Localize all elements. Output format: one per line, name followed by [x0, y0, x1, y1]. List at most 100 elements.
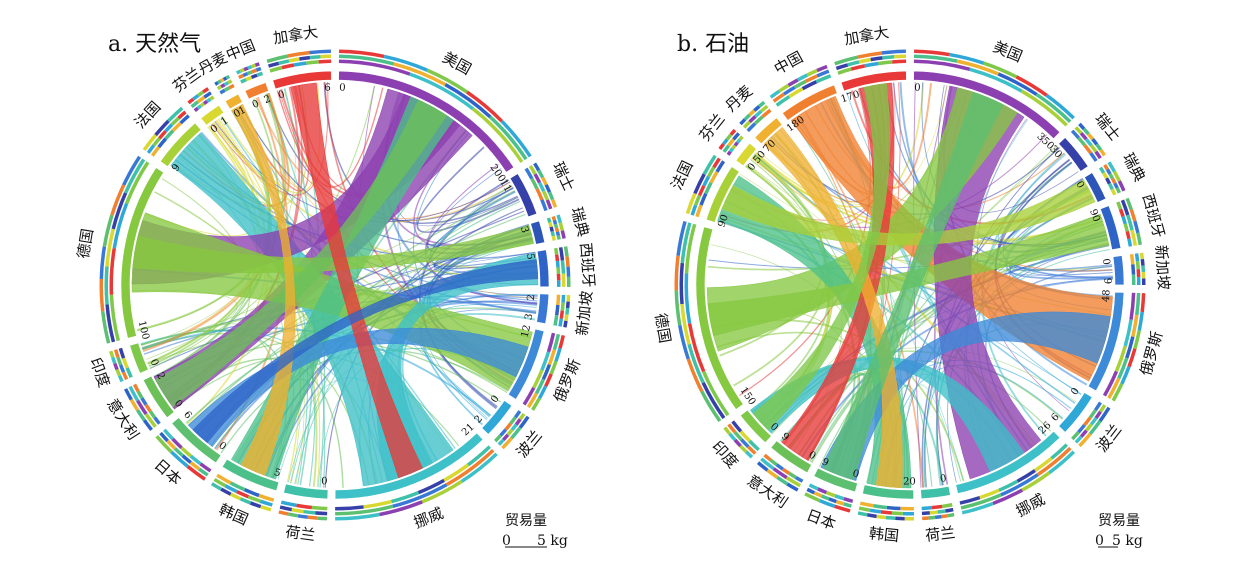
composition-band [748, 439, 760, 452]
composition-band [99, 278, 105, 312]
composition-band [1048, 450, 1076, 475]
composition-band [1114, 345, 1127, 373]
composition-band [1120, 199, 1130, 216]
composition-band [225, 74, 231, 80]
composition-band [816, 64, 828, 73]
country-label: 荷兰 [284, 523, 316, 545]
composition-band [726, 150, 732, 156]
major-trade-ribbon [790, 95, 1113, 382]
tick-label: 0 [939, 473, 947, 485]
composition-band [680, 303, 691, 345]
tick-label: 0 [1073, 179, 1086, 190]
composition-band [556, 273, 561, 281]
composition-band [566, 276, 571, 287]
composition-band [850, 64, 866, 71]
tick-label: 9 [170, 162, 183, 174]
composition-band [494, 434, 502, 443]
composition-band [902, 511, 914, 516]
segment-arc [142, 375, 175, 419]
composition-band [1082, 127, 1090, 136]
composition-band [563, 246, 569, 257]
country-label: 德国 [74, 227, 97, 260]
composition-band [554, 254, 560, 262]
natural-gas-rings [99, 49, 571, 521]
composition-band [148, 410, 157, 419]
composition-band [788, 87, 804, 99]
composition-band [1087, 132, 1095, 141]
composition-band [894, 54, 907, 59]
composition-band [763, 453, 772, 462]
composition-band [224, 484, 238, 494]
composition-band [806, 487, 816, 495]
composition-band [1108, 173, 1115, 180]
tick-label: 0 [489, 393, 502, 405]
composition-band [238, 73, 244, 80]
composition-band [913, 54, 958, 63]
tick-label: 5 [524, 253, 536, 261]
composition-band [1121, 216, 1127, 225]
tick-label: 5 [273, 467, 282, 479]
composition-band [1131, 274, 1136, 285]
tick-label: 0 [746, 161, 759, 173]
country-label: 俄罗斯 [1137, 329, 1167, 377]
composition-band [744, 450, 754, 459]
composition-band [555, 260, 560, 268]
segment-arc [536, 293, 550, 325]
composition-band [843, 502, 852, 508]
composition-band [228, 83, 235, 90]
composition-band [235, 69, 242, 75]
composition-band [311, 505, 328, 511]
composition-band [163, 428, 174, 441]
composition-band [882, 55, 895, 60]
composition-band [736, 138, 742, 144]
composition-band [969, 67, 1023, 93]
composition-band [679, 262, 685, 305]
composition-band [102, 214, 114, 248]
composition-band [685, 192, 697, 215]
composition-band [556, 267, 561, 275]
composition-band [1094, 410, 1102, 420]
segment-arc [272, 70, 332, 90]
composition-band [566, 295, 571, 302]
country-label: 印度 [86, 355, 113, 389]
composition-band [878, 60, 893, 66]
composition-band [847, 60, 860, 67]
composition-band [1098, 166, 1106, 174]
composition-band [110, 184, 126, 216]
segment-arc [705, 166, 740, 223]
composition-band [535, 188, 544, 201]
segment-arc [695, 226, 744, 410]
composition-band [794, 475, 804, 483]
composition-band [239, 497, 252, 505]
composition-band [281, 63, 295, 70]
composition-band [320, 54, 332, 59]
composition-band [379, 500, 423, 517]
composition-band [837, 67, 852, 75]
composition-band [173, 447, 184, 457]
composition-band [998, 479, 1019, 492]
composition-band [727, 138, 735, 147]
country-label: 法国 [131, 98, 165, 132]
composition-band [739, 444, 748, 453]
segment-arc [862, 484, 914, 500]
composition-band [1098, 406, 1111, 423]
composition-band [541, 176, 548, 186]
composition-band [504, 422, 513, 431]
composition-band [561, 294, 566, 303]
composition-band [489, 115, 528, 161]
composition-band [760, 104, 769, 113]
composition-band [117, 374, 124, 383]
tick-label: 0 [806, 450, 817, 463]
country-label: 瑞典 [1119, 150, 1149, 185]
segment-arc [754, 117, 783, 145]
composition-band [499, 428, 508, 437]
composition-band [904, 516, 915, 521]
composition-band [249, 501, 262, 509]
composition-band [1103, 163, 1109, 171]
country-label: 西班牙 [1139, 192, 1169, 240]
composition-band [318, 59, 332, 64]
composition-band [542, 190, 549, 201]
composition-band [1125, 197, 1133, 211]
composition-band [471, 107, 524, 163]
composition-band [739, 430, 751, 443]
